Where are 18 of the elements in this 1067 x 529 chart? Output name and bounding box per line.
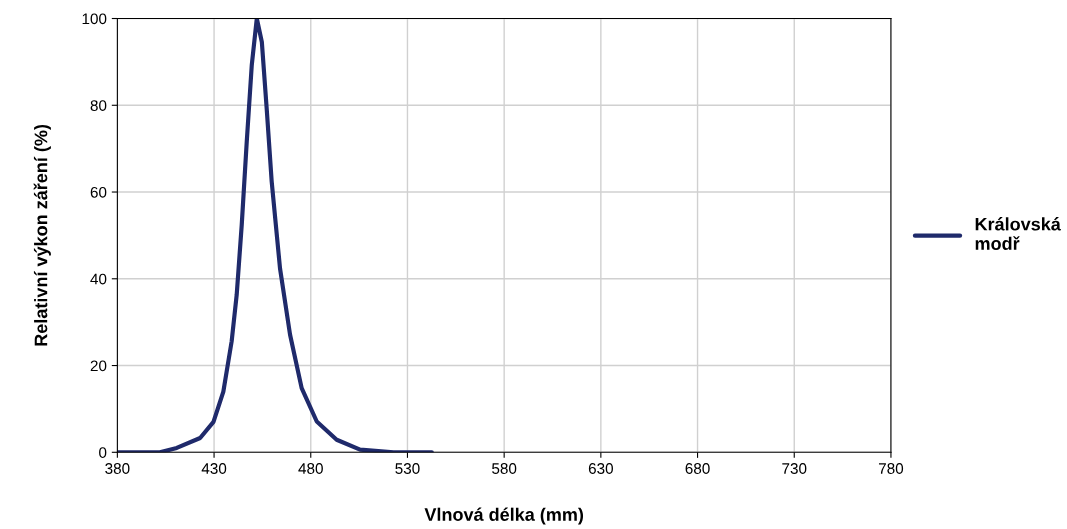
x-tick-label: 430 — [201, 463, 227, 474]
y-tick-label: 0 — [99, 447, 107, 458]
x-tick-label: 380 — [105, 463, 130, 474]
x-tick-label: 680 — [685, 463, 710, 474]
y-tick-label: 100 — [82, 13, 107, 25]
y-tick-label: 20 — [90, 360, 107, 372]
x-tick-label: 780 — [878, 463, 904, 474]
x-tick-label: 730 — [782, 463, 807, 474]
x-tick-label: 480 — [298, 463, 323, 474]
x-axis-title: Vlnová délka (mm) — [424, 507, 584, 525]
x-tick-label: 530 — [395, 463, 420, 474]
x-tick-label: 580 — [492, 463, 517, 474]
y-tick-label: 60 — [90, 186, 107, 198]
legend-label: Královská modř — [975, 217, 1061, 250]
y-tick-label: 40 — [90, 273, 107, 285]
y-axis-title: Relativní výkon záření (%) — [33, 124, 51, 346]
y-tick-label: 80 — [90, 100, 107, 111]
x-tick-label: 630 — [588, 463, 613, 474]
